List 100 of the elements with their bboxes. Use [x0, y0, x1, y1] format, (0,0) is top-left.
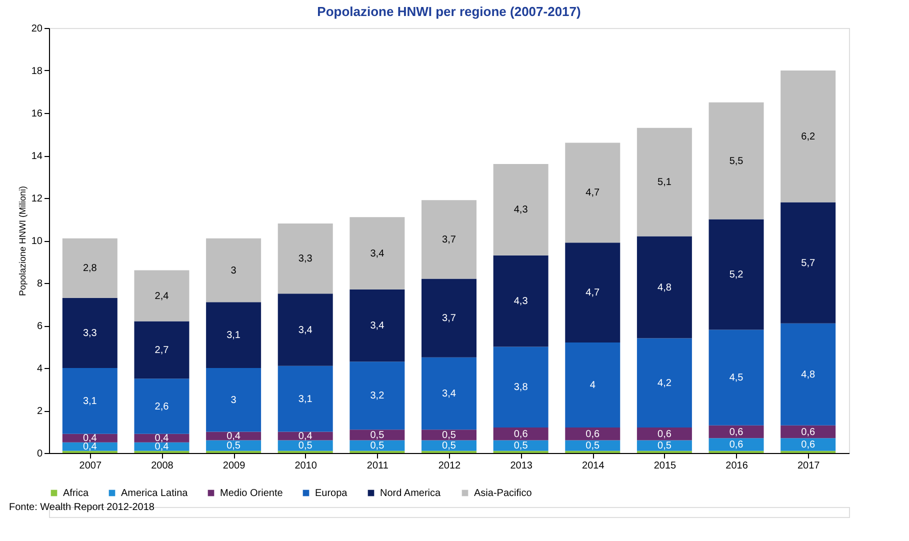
- bar: [780, 70, 836, 202]
- data-label: 5,7: [801, 258, 816, 269]
- bar: [708, 102, 764, 220]
- data-label: 3,4: [442, 388, 456, 400]
- bar: [278, 440, 333, 451]
- data-label: 2,4: [154, 290, 170, 302]
- data-label: 3,8: [514, 382, 528, 394]
- data-label: 2,6: [154, 401, 170, 412]
- data-label: 0,5: [370, 440, 385, 452]
- bar: [206, 440, 262, 451]
- x-tick-label: 2008: [151, 460, 174, 472]
- data-label: 4,3: [514, 204, 528, 216]
- bar: [350, 217, 405, 290]
- bar: [422, 278, 476, 358]
- bar: [780, 323, 836, 426]
- x-tick-label: 2010: [294, 460, 318, 472]
- data-label: 3: [230, 265, 237, 276]
- chart-title: Popolazione HNWI per regione (2007-2017): [317, 4, 581, 19]
- bar: [278, 224, 333, 294]
- y-tick-label: 10: [31, 236, 43, 247]
- bar: [565, 242, 620, 342]
- data-label: 0,5: [442, 440, 456, 452]
- x-tick-label: 2012: [438, 460, 462, 472]
- bar: [493, 164, 548, 256]
- y-tick-label: 20: [31, 24, 43, 34]
- bar: [565, 342, 620, 428]
- bar: [278, 294, 333, 366]
- data-label: 3: [230, 394, 237, 406]
- data-label: 0,5: [226, 440, 241, 452]
- bar: [565, 440, 620, 451]
- data-label: 0,5: [370, 430, 385, 441]
- bar: [422, 357, 476, 430]
- bar: [350, 440, 405, 451]
- bar: [62, 298, 118, 368]
- data-label: 0,5: [514, 440, 528, 452]
- x-tick-label: 2014: [582, 460, 605, 472]
- bar: [493, 346, 548, 428]
- bar: [636, 440, 692, 451]
- bar: [780, 438, 836, 451]
- legend-label: Africa: [63, 488, 89, 499]
- x-tick-label: 2011: [366, 460, 389, 472]
- legend-label: America Latina: [121, 488, 188, 499]
- bar: [493, 440, 548, 451]
- bar: [636, 128, 692, 236]
- y-tick-label: 12: [31, 194, 43, 204]
- data-label: 2,7: [154, 344, 170, 356]
- bar: [278, 366, 333, 432]
- bar: [350, 289, 405, 362]
- data-label: 5,5: [729, 156, 744, 167]
- x-tick-label: 2013: [510, 460, 533, 472]
- bar: [636, 236, 692, 338]
- bar: [206, 302, 262, 368]
- bar: [422, 440, 476, 451]
- x-tick-label: 2017: [797, 460, 820, 472]
- bar: [422, 430, 476, 440]
- bar: [134, 378, 190, 434]
- data-label: 3,3: [82, 328, 98, 339]
- data-label: 3,1: [82, 396, 98, 407]
- data-label: 4,3: [514, 296, 528, 308]
- data-label: 3,4: [298, 324, 313, 336]
- data-label: 4,7: [586, 188, 600, 199]
- bar: [62, 368, 118, 434]
- legend-label: Europa: [315, 488, 348, 499]
- data-label: 5,1: [658, 177, 672, 188]
- data-label: 0,4: [298, 431, 313, 442]
- y-axis-title: Popolazione HNWI (Milioni): [17, 186, 28, 296]
- data-label: 0,6: [658, 428, 672, 440]
- bar: [134, 270, 190, 322]
- data-label: 4: [590, 380, 596, 391]
- data-label: 0,5: [442, 430, 456, 441]
- y-tick-label: 6: [36, 321, 43, 332]
- bar: [708, 438, 764, 451]
- x-tick-label: 2007: [79, 460, 102, 472]
- y-tick-label: 2: [36, 406, 43, 417]
- data-label: 6,2: [801, 131, 816, 142]
- y-tick-label: 8: [36, 278, 43, 290]
- legend-label: Asia-Pacifico: [474, 488, 532, 499]
- x-tick-label: 2016: [726, 460, 748, 472]
- data-label: 3,4: [370, 320, 385, 332]
- data-label: 0,5: [586, 440, 600, 452]
- bar: [493, 255, 548, 347]
- bar: [134, 434, 190, 442]
- data-label: 0,6: [586, 428, 600, 440]
- y-tick-label: 18: [31, 66, 43, 77]
- y-tick-label: 14: [31, 151, 43, 162]
- data-label: 3,3: [298, 254, 313, 265]
- bar: [708, 425, 764, 438]
- bar: [780, 425, 836, 438]
- data-label: 4,7: [586, 288, 600, 299]
- data-label: 0,5: [658, 440, 672, 452]
- data-label: 3,1: [298, 394, 313, 405]
- x-tick-label: 2009: [222, 460, 246, 472]
- bar: [780, 202, 836, 324]
- bar: [206, 238, 262, 302]
- data-label: 4,5: [729, 372, 744, 384]
- y-tick-label: 4: [36, 364, 43, 374]
- data-label: 3,7: [442, 313, 456, 324]
- source-note: Fonte: Wealth Report 2012-2018: [9, 502, 155, 513]
- bar: [708, 330, 764, 426]
- data-label: 0,6: [729, 426, 744, 438]
